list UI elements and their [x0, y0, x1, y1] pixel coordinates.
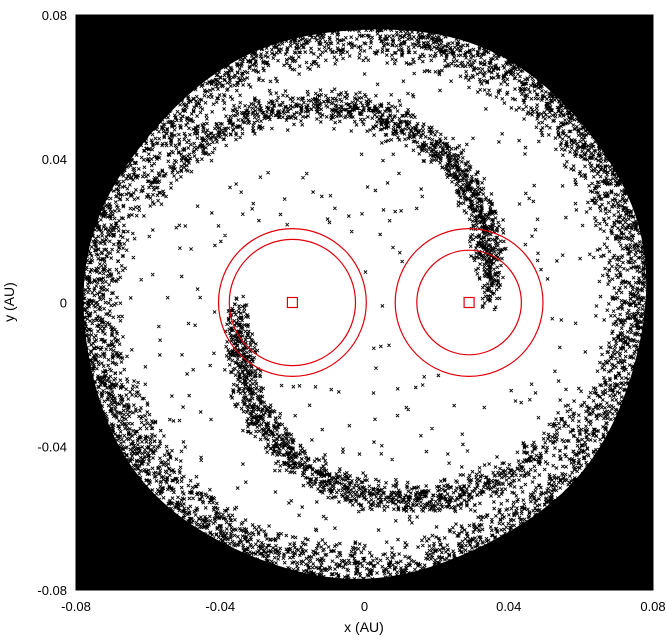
y-axis-label: y (AU) — [1, 282, 17, 322]
star-2-orbit-circle-1 — [394, 228, 544, 378]
y-tick-label: 0 — [60, 296, 67, 311]
y-tick-label: -0.08 — [37, 583, 67, 598]
x-tick-label: 0.04 — [496, 599, 521, 614]
x-tick-label: -0.08 — [61, 599, 91, 614]
particle-markers — [78, 15, 651, 590]
star-1-orbit-circle-1 — [217, 228, 367, 378]
star-1-marker — [286, 296, 298, 309]
cleared-disc — [83, 29, 647, 579]
orbits-layer — [217, 228, 544, 378]
star-2-marker — [463, 296, 475, 309]
y-tick-label: -0.04 — [37, 439, 67, 454]
particles-layer — [78, 15, 651, 590]
y-tick-label: 0.04 — [42, 152, 67, 167]
star-2-orbit-circle-2 — [416, 249, 523, 356]
y-tick-label: 0.08 — [42, 8, 67, 23]
x-tick-label: -0.04 — [205, 599, 235, 614]
x-tick-label: 0.08 — [640, 599, 665, 614]
x-tick-label: 0 — [361, 599, 368, 614]
star-1-orbit-circle-2 — [228, 238, 357, 367]
x-axis-label: x (AU) — [344, 619, 384, 635]
ticks-layer: -0.08 -0.04 0 0.04 0.08 -0.08 -0.04 0 0.04 0.08 — [37, 8, 665, 614]
